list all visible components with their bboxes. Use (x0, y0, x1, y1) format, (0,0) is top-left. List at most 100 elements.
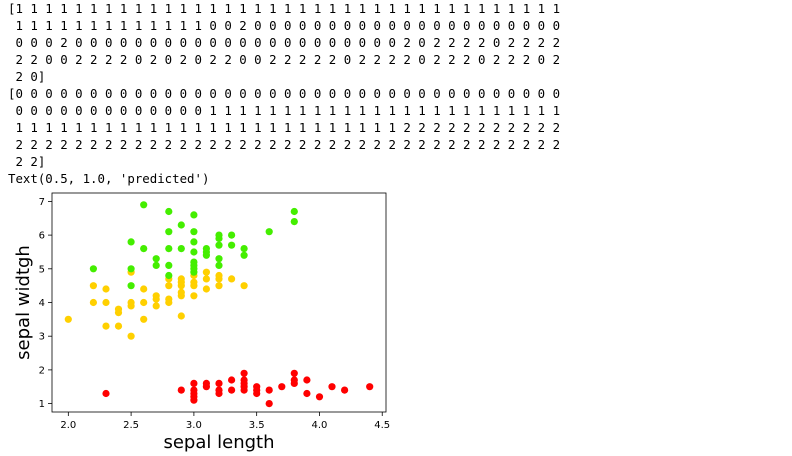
scatter-point (228, 386, 236, 394)
output-line: 1 1 1 1 1 1 1 1 1 1 1 1 1 0 0 2 0 0 0 0 … (8, 18, 561, 33)
scatter-point (265, 400, 273, 408)
scatter-point (114, 305, 123, 313)
scatter-point (165, 282, 173, 290)
scatter-point (177, 386, 185, 394)
scatter-point (190, 228, 198, 236)
x-tick-label: 3.5 (249, 420, 265, 431)
scatter-point (303, 376, 311, 384)
scatter-point (177, 245, 185, 253)
output-line: 1 1 1 1 1 1 1 1 1 1 1 1 1 1 1 1 1 1 1 1 … (8, 120, 561, 135)
scatter-point (102, 389, 110, 398)
scatter-point (89, 282, 97, 290)
scatter-point (315, 393, 324, 401)
output-line: 0 0 0 0 0 0 0 0 0 0 0 0 0 1 1 1 1 1 1 1 … (8, 103, 561, 118)
y-tick-label: 6 (39, 231, 45, 242)
scatter-point (177, 221, 185, 229)
output-line: 2 2 2 2 2 2 2 2 2 2 2 2 2 2 2 2 2 2 2 2 … (8, 137, 561, 152)
output-line: 2 2] (8, 154, 46, 169)
y-tick-label: 1 (39, 399, 45, 410)
x-tick-label: 4.0 (311, 420, 327, 431)
y-tick-label: 7 (39, 197, 45, 208)
scatter-point (303, 389, 311, 398)
scatter-point (177, 275, 185, 283)
output-line: [1 1 1 1 1 1 1 1 1 1 1 1 1 1 1 1 1 1 1 1… (8, 1, 561, 16)
scatter-point (290, 369, 298, 377)
scatter-point (165, 207, 173, 216)
scatter-point (366, 383, 374, 391)
scatter-point (89, 265, 97, 273)
scatter-point (228, 275, 236, 283)
scatter-point (152, 261, 160, 269)
scatter-point (127, 265, 135, 273)
scatter-point (202, 245, 210, 253)
scatter-point (190, 211, 198, 219)
scatter-point (228, 231, 236, 239)
scatter-point (102, 322, 110, 330)
scatter-point (190, 258, 198, 266)
output-line: 0 0 0 2 0 0 0 0 0 0 0 0 0 0 0 0 0 0 0 0 … (8, 35, 561, 50)
scatter-point (290, 207, 298, 216)
scatter-point (202, 285, 210, 293)
scatter-point (165, 261, 173, 269)
scatter-point (190, 248, 198, 256)
scatter-point (265, 228, 273, 236)
x-axis-label: sepal length (163, 432, 274, 453)
scatter-point (290, 376, 298, 384)
scatter-point (215, 255, 223, 263)
scatter-point (202, 379, 210, 387)
scatter-point (190, 386, 198, 394)
scatter-point (228, 241, 236, 249)
scatter-point (202, 275, 210, 283)
scatter-point (328, 383, 336, 391)
scatter-point (127, 238, 135, 246)
scatter-point (341, 386, 349, 394)
scatter-point (114, 322, 123, 330)
scatter-point (240, 376, 248, 384)
scatter-point (190, 238, 198, 246)
scatter-point (177, 312, 185, 320)
scatter-point (102, 285, 110, 293)
scatter-point (127, 298, 135, 307)
scatter-point (215, 379, 223, 387)
scatter-point (290, 218, 298, 226)
scatter-point (152, 302, 160, 310)
output-line: 2 2 0 0 2 2 2 2 0 2 0 2 0 2 2 0 0 2 2 2 … (8, 52, 561, 67)
output-line: 2 0] (8, 69, 46, 84)
scatter-point (240, 245, 248, 253)
x-tick-label: 4.5 (374, 420, 390, 431)
scatter-point (64, 315, 72, 323)
scatter-point (102, 298, 110, 307)
plot-frame (51, 192, 387, 413)
axes-layer: 2.0 2.5 3.0 3.5 4.0 4.5 1 2 3 4 5 6 7 (39, 197, 391, 431)
scatter-point (240, 282, 248, 290)
scatter-point (127, 332, 135, 340)
y-tick-label: 4 (39, 298, 45, 309)
scatter-point (190, 278, 198, 286)
scatter-point (228, 376, 236, 384)
scatter-point (140, 285, 148, 293)
scatter-point (215, 261, 223, 269)
scatter-point (253, 383, 261, 391)
output-line: Text(0.5, 1.0, 'predicted') (8, 171, 210, 186)
scatter-point (240, 369, 248, 377)
scatter-point (140, 315, 148, 323)
output-line: [0 0 0 0 0 0 0 0 0 0 0 0 0 0 0 0 0 0 0 0… (8, 86, 561, 101)
scatter-point (190, 379, 198, 387)
scatter-point (140, 201, 148, 209)
scatter-point (127, 282, 135, 290)
y-tick-label: 5 (39, 264, 45, 275)
scatter-point (278, 383, 286, 391)
y-tick-label: 3 (39, 332, 45, 343)
scatter-point (265, 386, 273, 394)
scatter-point (215, 271, 223, 280)
scatter-point (165, 295, 173, 303)
scatter-point (215, 231, 223, 239)
scatter-point (165, 245, 173, 253)
y-tick-label: 2 (39, 365, 45, 376)
y-axis-label: sepal widtgh (13, 245, 34, 360)
scatter-point (215, 386, 223, 394)
scatter-point (152, 255, 160, 263)
x-tick-label: 2.0 (60, 420, 76, 431)
scatter-point (190, 292, 198, 300)
